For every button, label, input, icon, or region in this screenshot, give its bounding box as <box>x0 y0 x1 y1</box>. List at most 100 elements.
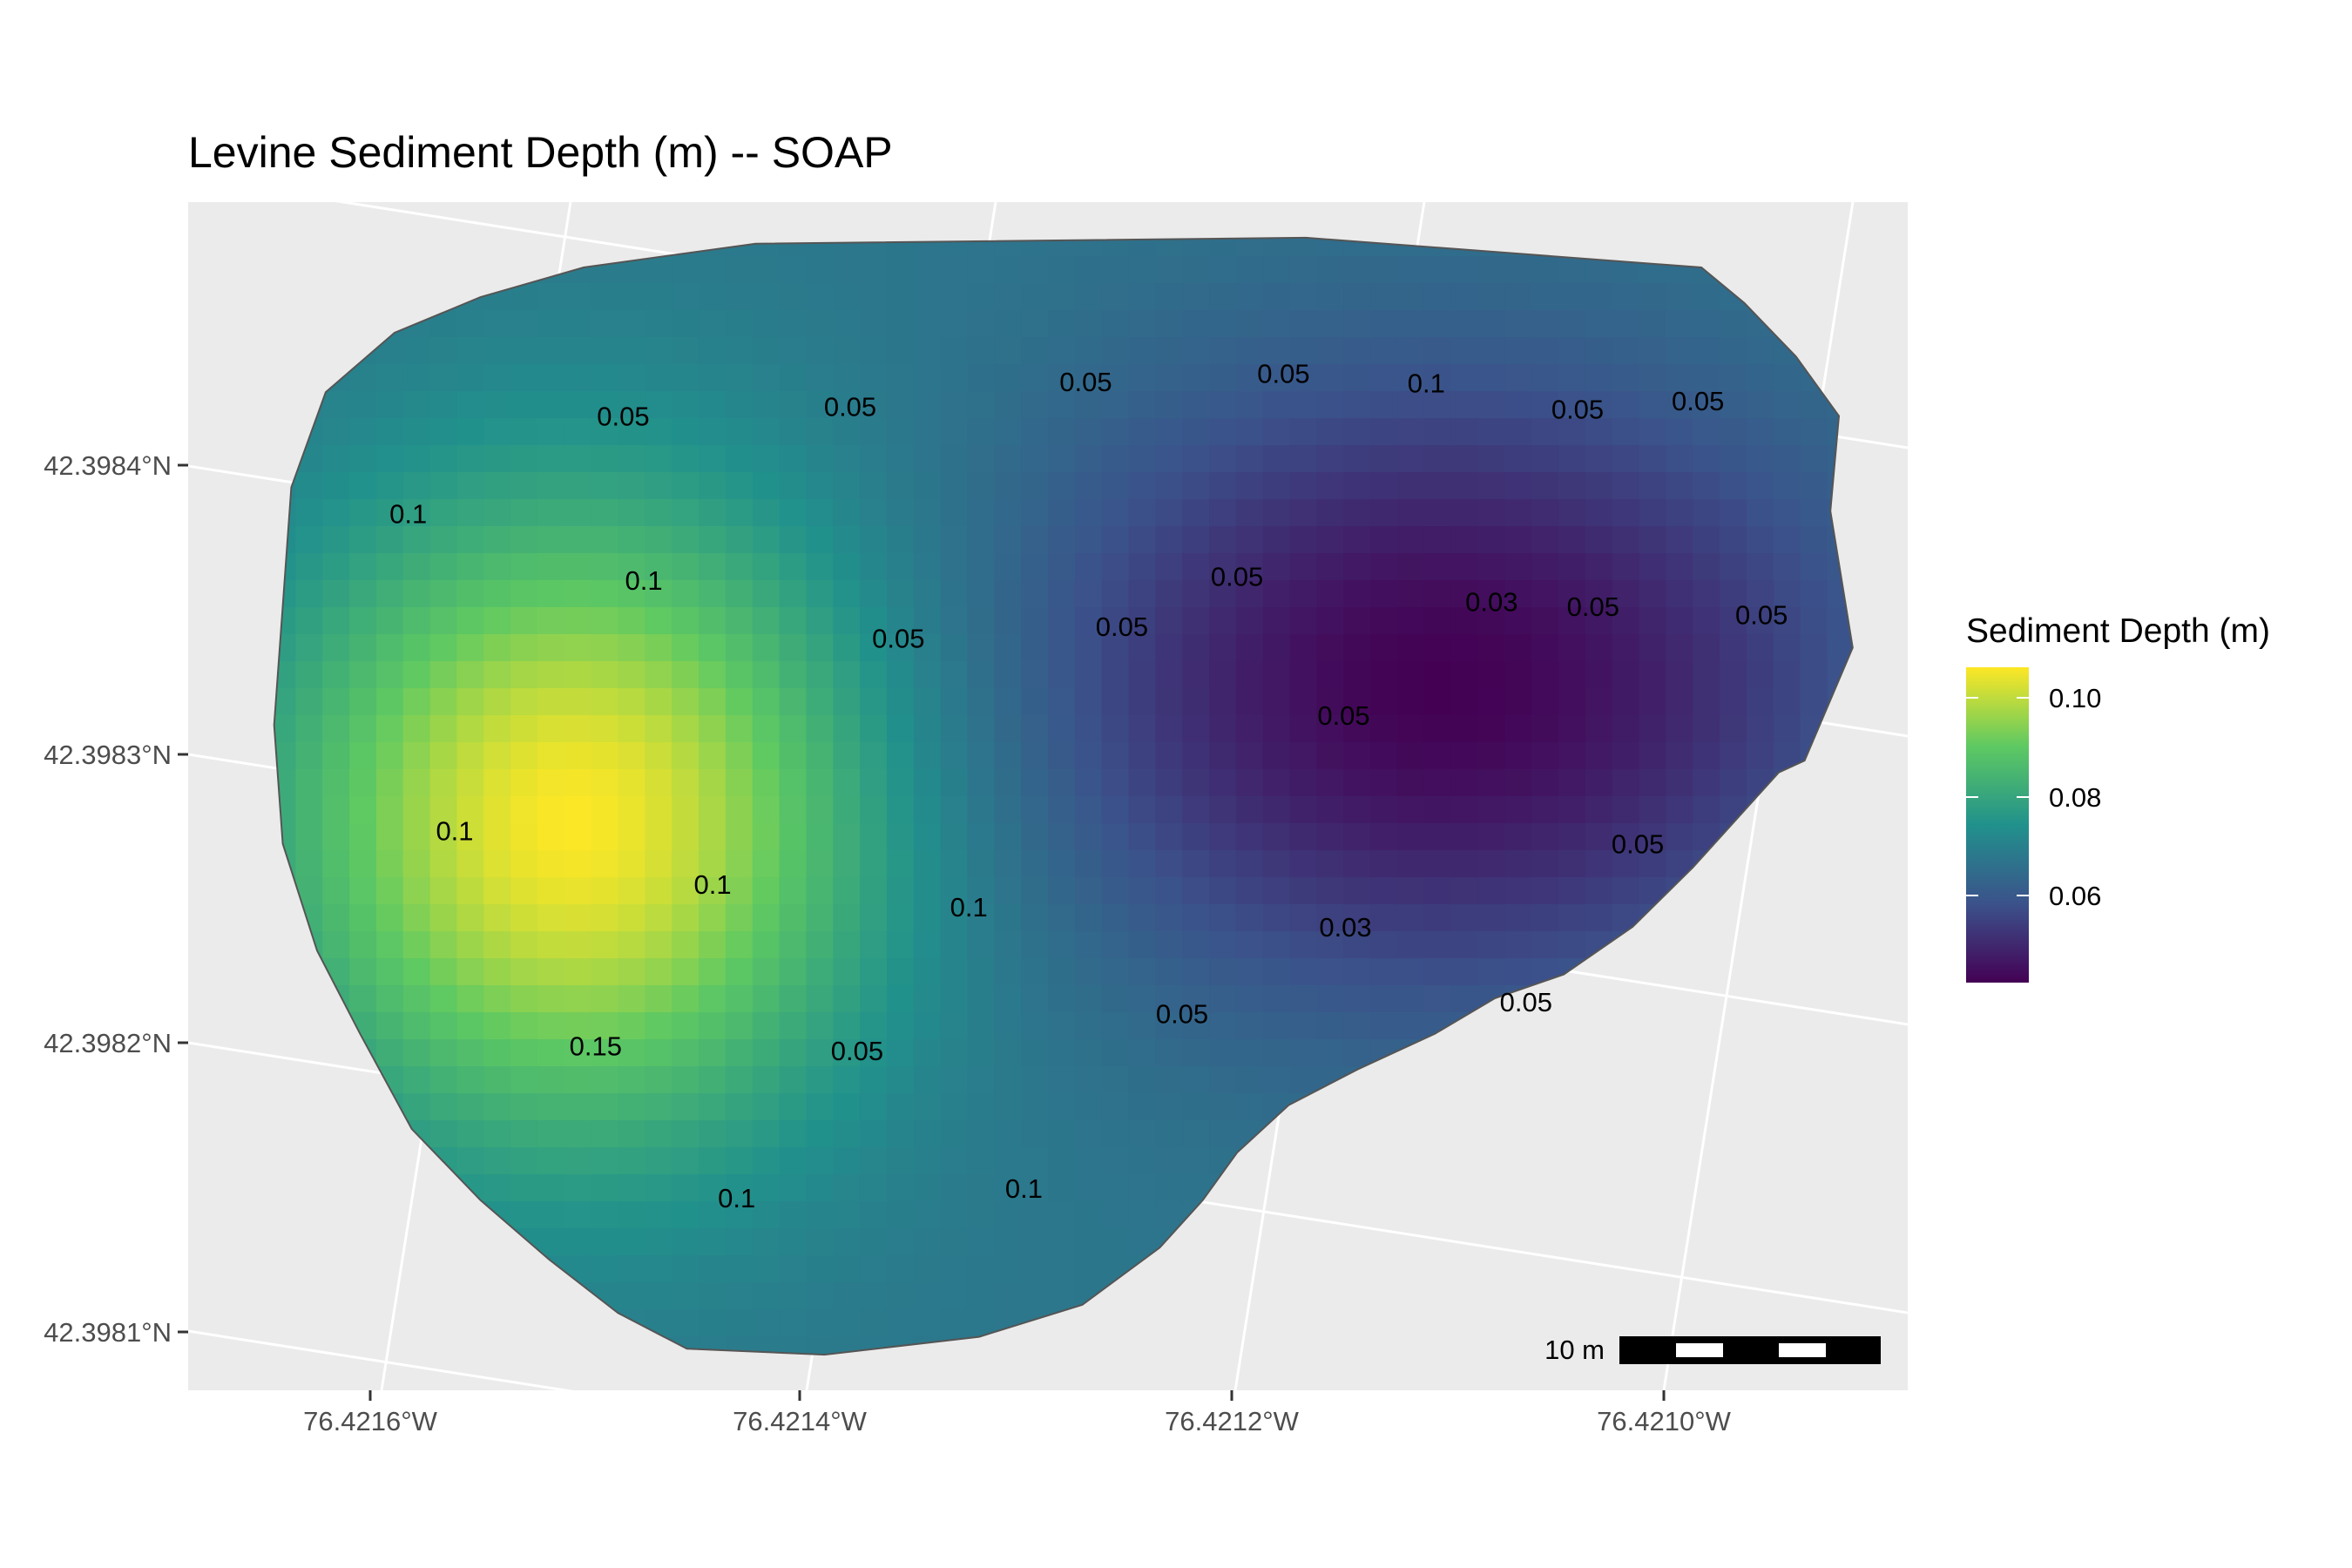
raster-cell <box>1209 237 1237 257</box>
raster-cell <box>1558 553 1586 581</box>
raster-cell <box>860 1201 888 1229</box>
raster-cell <box>806 499 834 527</box>
raster-cell <box>295 580 323 608</box>
raster-cell <box>1209 715 1237 743</box>
raster-cell <box>672 526 700 554</box>
raster-cell <box>940 1147 969 1175</box>
raster-cell <box>1128 823 1156 851</box>
raster-cell <box>456 688 484 716</box>
raster-cell <box>1209 850 1237 878</box>
raster-cell <box>1639 310 1666 338</box>
raster-cell <box>1477 310 1505 338</box>
raster-cell <box>1450 526 1479 554</box>
raster-cell <box>1531 661 1559 689</box>
raster-cell <box>1074 1120 1103 1148</box>
raster-cell <box>1021 1228 1049 1256</box>
raster-cell <box>1021 1039 1049 1067</box>
raster-cell <box>1209 931 1237 959</box>
raster-cell <box>725 985 754 1013</box>
raster-cell <box>537 607 565 635</box>
raster-cell <box>1639 526 1666 554</box>
raster-cell <box>429 1120 458 1148</box>
raster-cell <box>375 796 404 824</box>
raster-cell <box>1235 553 1264 581</box>
raster-cell <box>725 661 754 689</box>
raster-cell <box>456 877 484 905</box>
raster-cell <box>591 553 619 581</box>
raster-cell <box>752 715 781 743</box>
raster-cell <box>1101 1066 1130 1094</box>
contour-label: 0.05 <box>1735 599 1788 630</box>
raster-cell <box>1316 1039 1344 1067</box>
raster-cell <box>645 1174 672 1202</box>
raster-cell <box>1128 904 1156 932</box>
raster-cell <box>429 904 458 932</box>
raster-cell <box>725 391 754 419</box>
raster-cell <box>1773 580 1801 608</box>
raster-cell <box>1262 634 1291 662</box>
raster-cell <box>1021 283 1049 311</box>
raster-cell <box>1101 958 1130 986</box>
raster-cell <box>564 553 592 581</box>
raster-cell <box>886 1039 915 1067</box>
raster-cell <box>833 283 861 311</box>
raster-cell <box>1074 850 1103 878</box>
raster-cell <box>618 418 645 446</box>
raster-cell <box>1666 418 1693 446</box>
raster-cell <box>994 1201 1022 1229</box>
raster-cell <box>699 553 727 581</box>
raster-cell <box>672 553 700 581</box>
raster-cell <box>483 1093 511 1121</box>
raster-cell <box>1182 256 1210 284</box>
raster-cell <box>672 1201 700 1229</box>
raster-cell <box>725 607 754 635</box>
raster-cell <box>1396 769 1425 797</box>
raster-cell <box>672 1039 700 1067</box>
raster-cell <box>1155 634 1183 662</box>
raster-cell <box>618 1201 645 1229</box>
raster-cell <box>886 1174 915 1202</box>
raster-cell <box>779 1282 807 1310</box>
raster-cell <box>1289 418 1318 446</box>
raster-cell <box>833 256 861 284</box>
raster-cell <box>913 1012 942 1040</box>
raster-cell <box>618 1255 645 1283</box>
raster-cell <box>1235 823 1264 851</box>
raster-cell <box>1396 526 1425 554</box>
raster-cell <box>779 958 807 986</box>
raster-cell <box>591 661 619 689</box>
raster-cell <box>1343 769 1371 797</box>
raster-cell <box>375 445 404 473</box>
raster-cell <box>1477 661 1505 689</box>
raster-cell <box>940 904 969 932</box>
raster-cell <box>1450 337 1479 365</box>
contour-label: 0.1 <box>1408 368 1445 398</box>
raster-cell <box>1128 877 1156 905</box>
raster-cell <box>886 715 915 743</box>
raster-cell <box>564 472 592 500</box>
legend-tick-label: 0.06 <box>2049 881 2101 911</box>
raster-cell <box>591 634 619 662</box>
raster-cell <box>672 391 700 419</box>
raster-cell <box>1021 256 1049 284</box>
raster-cell <box>1666 580 1693 608</box>
raster-cell <box>1021 634 1049 662</box>
raster-cell <box>1666 526 1693 554</box>
raster-cell <box>1639 418 1666 446</box>
raster-cell <box>402 634 431 662</box>
raster-cell <box>1262 553 1291 581</box>
raster-cell <box>1128 688 1156 716</box>
raster-cell <box>833 553 861 581</box>
raster-cell <box>1504 418 1532 446</box>
raster-cell <box>1289 391 1318 419</box>
raster-cell <box>967 1309 995 1337</box>
raster-cell <box>1343 931 1371 959</box>
raster-cell <box>1477 499 1505 527</box>
raster-cell <box>967 769 995 797</box>
raster-cell <box>1262 418 1291 446</box>
raster-cell <box>564 1066 592 1094</box>
raster-cell <box>1504 283 1532 311</box>
raster-cell <box>375 553 404 581</box>
raster-cell <box>645 256 672 284</box>
raster-cell <box>618 526 645 554</box>
